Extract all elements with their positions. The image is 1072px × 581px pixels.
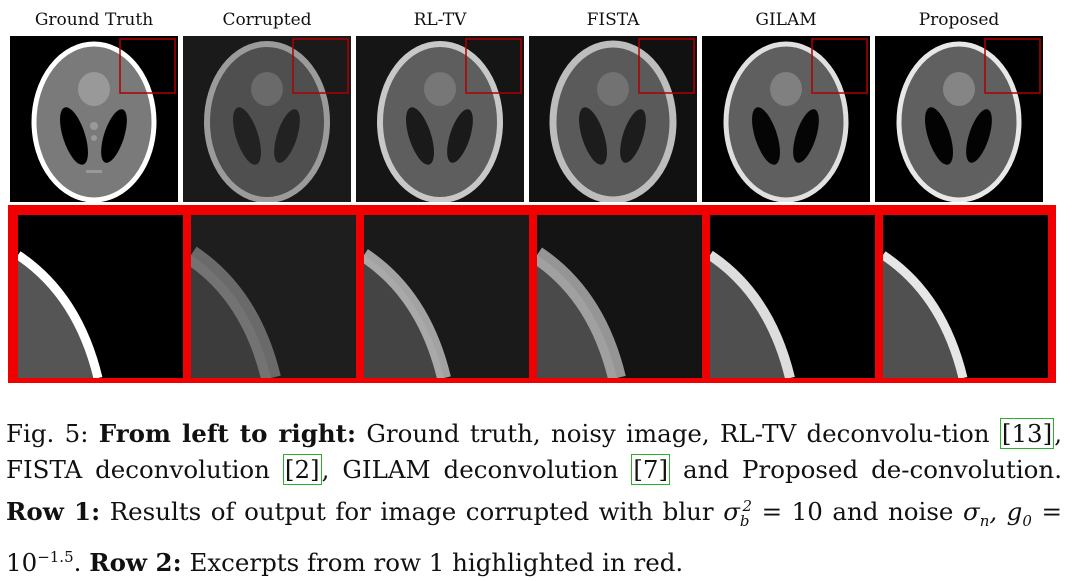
blur-value: = 10 — [761, 497, 823, 527]
phantom-rl-tv — [356, 36, 524, 202]
caption-text-1: Ground truth, noisy image, RL-TV deconvo… — [366, 419, 990, 448]
column-title-fista: FISTA — [586, 10, 640, 30]
caption-row1-label: Row 1: — [6, 497, 101, 527]
column-title-rl-tv: RL-TV — [413, 10, 467, 30]
blur-symbol: σb2 — [723, 497, 753, 531]
excerpt-ground-truth — [18, 215, 183, 378]
excerpt-rl-tv — [364, 215, 529, 378]
citation-link-2[interactable]: [2] — [282, 454, 322, 485]
phantom-proposed — [875, 36, 1043, 202]
excerpt-gilam — [710, 215, 875, 378]
caption-lead: From left to right: — [98, 419, 356, 448]
caption-text-3: , GILAM deconvolution — [321, 455, 619, 484]
caption-row2-label: Row 2: — [89, 548, 182, 578]
excerpt-proposed — [883, 215, 1048, 378]
excerpt-corrupted — [191, 215, 356, 378]
column-title-ground-truth: Ground Truth — [34, 10, 154, 30]
column-title-proposed: Proposed — [918, 10, 1000, 30]
citation-link-7[interactable]: [7] — [631, 454, 671, 485]
phantom-gilam — [702, 36, 870, 202]
citation-link-13[interactable]: [13] — [999, 418, 1055, 449]
noise-symbol: σn, g0 — [962, 497, 1032, 531]
caption-noise-text: and noise — [832, 497, 954, 527]
caption-text-2: , FISTA deconvolution — [6, 419, 1063, 484]
phantom-fista — [529, 36, 697, 202]
figure-label: Fig. 5: — [6, 419, 89, 448]
caption-text-4: and Proposed de-convolution. — [683, 455, 1063, 484]
caption-row2-text: Excerpts from row 1 highlighted in red. — [189, 548, 684, 578]
column-title-corrupted: Corrupted — [222, 10, 312, 30]
phantom-corrupted — [183, 36, 351, 202]
figure-caption: Fig. 5: From left to right: Ground truth… — [6, 416, 1062, 581]
column-title-gilam: GILAM — [755, 10, 817, 30]
excerpt-fista — [537, 215, 702, 378]
phantom-ground-truth — [10, 36, 178, 202]
caption-row1-text: Results of output for image corrupted wi… — [109, 497, 714, 527]
